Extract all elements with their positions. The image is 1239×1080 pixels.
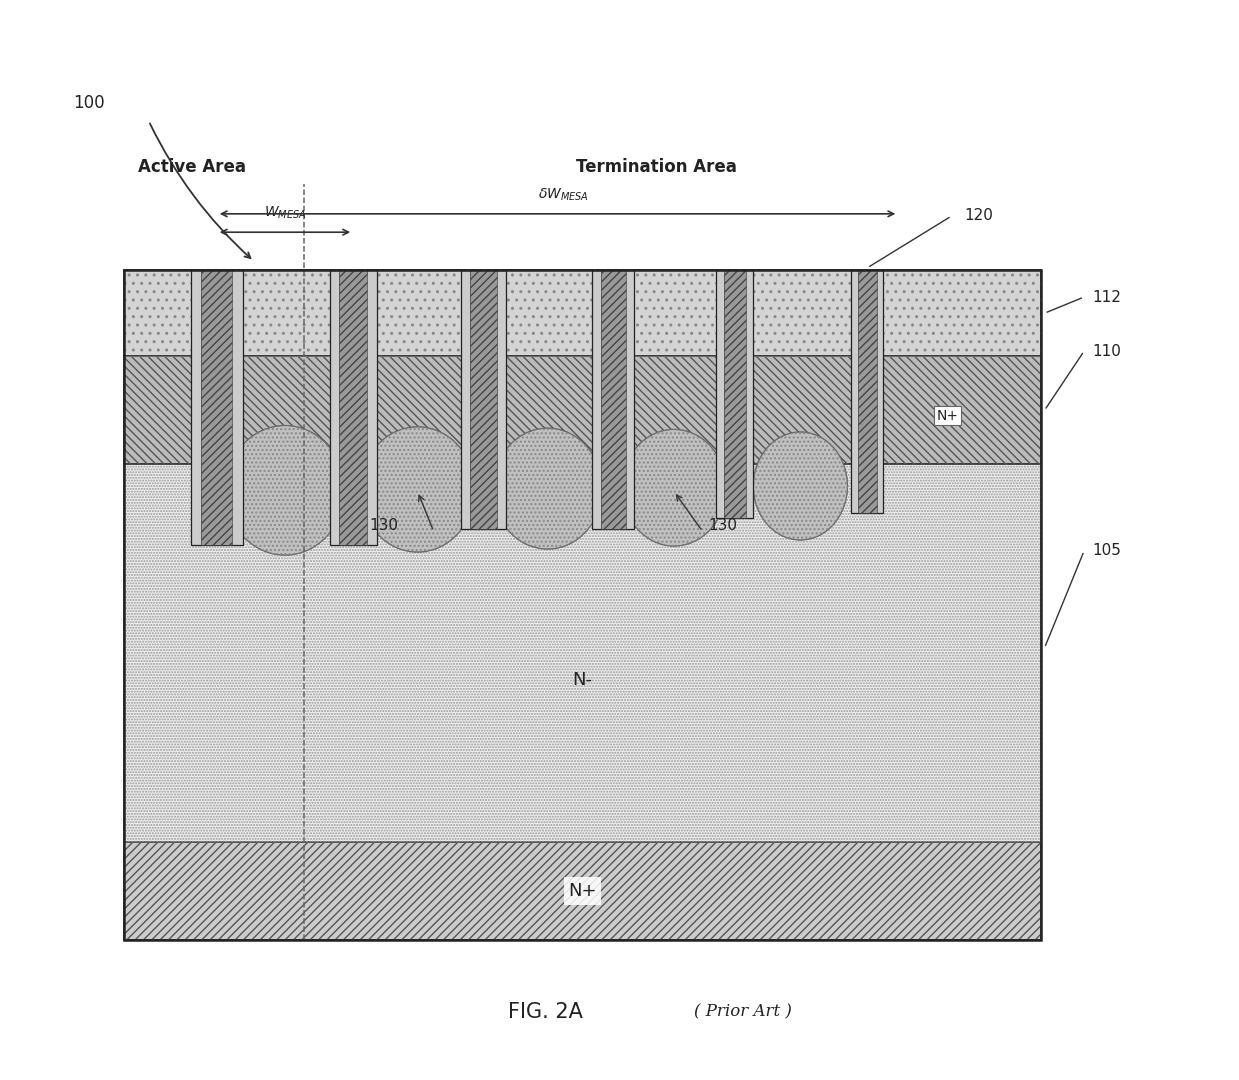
Ellipse shape <box>225 426 344 555</box>
Bar <box>724 270 746 518</box>
Text: 112: 112 <box>1093 289 1121 305</box>
Text: N+: N+ <box>937 409 959 422</box>
Text: 100: 100 <box>73 94 105 111</box>
Bar <box>124 356 1041 464</box>
Bar <box>601 270 626 529</box>
Text: N+: N+ <box>567 882 597 900</box>
Bar <box>124 842 1041 940</box>
Bar <box>857 270 877 513</box>
Ellipse shape <box>622 430 726 546</box>
Text: Termination Area: Termination Area <box>576 159 737 176</box>
Bar <box>124 270 1041 940</box>
Text: $\delta W_{MESA}$: $\delta W_{MESA}$ <box>538 187 590 203</box>
Bar <box>461 270 506 529</box>
Bar <box>124 464 1041 842</box>
Text: ( Prior Art ): ( Prior Art ) <box>695 1003 792 1021</box>
Bar <box>724 270 746 518</box>
Bar <box>470 270 497 529</box>
Ellipse shape <box>493 428 602 549</box>
Text: 130: 130 <box>369 518 399 534</box>
Bar <box>716 270 753 518</box>
Text: 130: 130 <box>707 518 737 534</box>
Bar <box>201 270 233 545</box>
Bar <box>124 270 1041 356</box>
Text: 110: 110 <box>1093 343 1121 359</box>
Bar <box>470 270 497 529</box>
Text: Active Area: Active Area <box>138 159 247 176</box>
Text: FIG. 2A: FIG. 2A <box>508 1002 582 1022</box>
Bar <box>330 270 377 545</box>
Bar <box>857 270 877 513</box>
Bar <box>124 356 1041 464</box>
Bar <box>124 270 1041 356</box>
Bar <box>851 270 883 513</box>
Ellipse shape <box>361 427 475 552</box>
Text: $W_{MESA}$: $W_{MESA}$ <box>264 205 306 221</box>
Bar <box>339 270 367 545</box>
Bar <box>124 464 1041 842</box>
Text: N-: N- <box>572 672 592 689</box>
Ellipse shape <box>753 432 847 540</box>
Bar <box>601 270 626 529</box>
Bar <box>124 842 1041 940</box>
Bar <box>592 270 634 529</box>
Bar <box>191 270 243 545</box>
Text: 120: 120 <box>964 208 992 224</box>
Bar <box>201 270 233 545</box>
Text: 105: 105 <box>1093 543 1121 558</box>
Bar <box>339 270 367 545</box>
